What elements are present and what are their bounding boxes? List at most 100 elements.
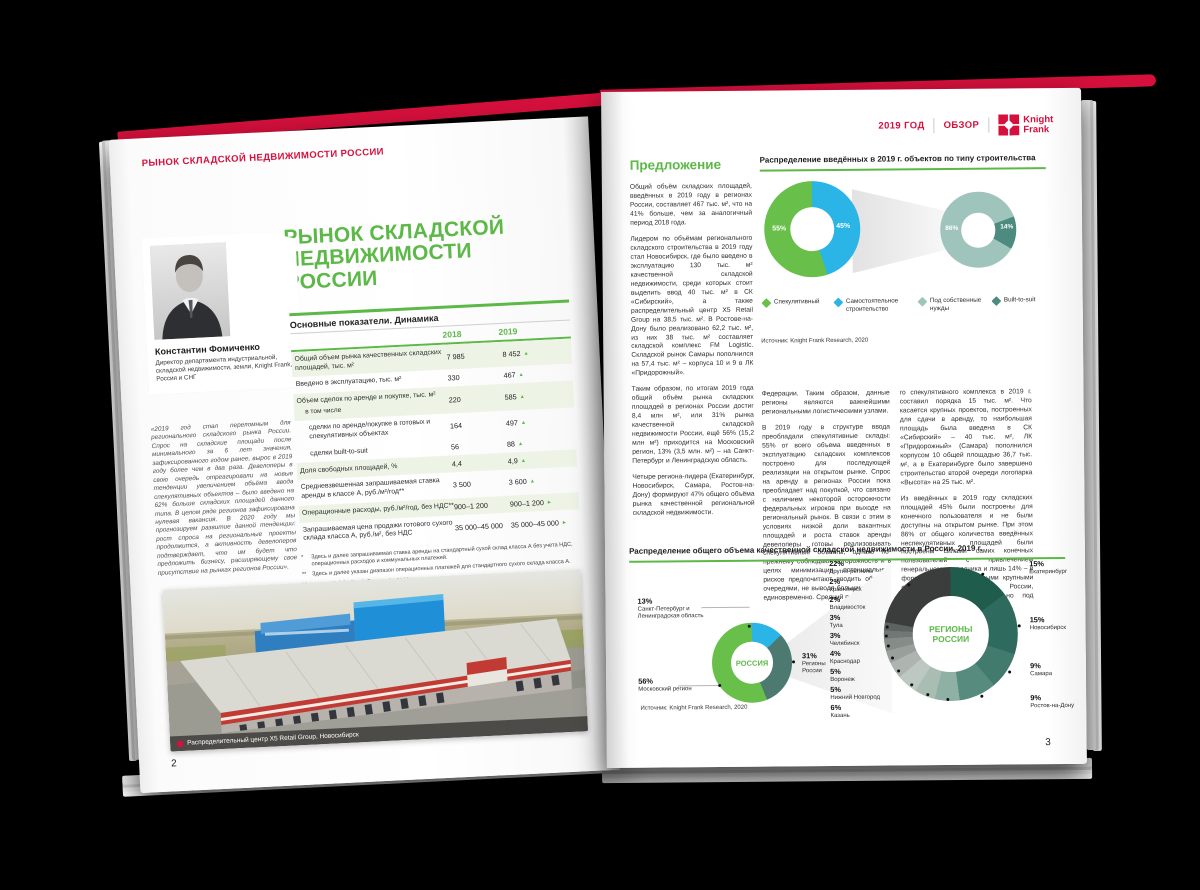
author-role: Директор департамента индустриальной, ск… (155, 353, 293, 384)
slice-label: 3% Тула (829, 612, 843, 629)
row-value-2019: 4,9 ▲ (507, 456, 527, 467)
row-value-2018: 3 500 (452, 480, 472, 490)
leader-line (678, 684, 721, 687)
trend-flat-icon: ► (561, 519, 568, 526)
warehouse-photo: Распределительный центр X5 Retail Group,… (162, 569, 589, 752)
leader-dot (907, 583, 911, 587)
legend-item: Built-to-suit (991, 296, 1050, 312)
donut-hole: РЕГИОНЫ РОССИИ (912, 596, 989, 672)
legend-diamond-icon (833, 297, 844, 308)
row-value-2019: 585 ▲ (504, 392, 525, 402)
row-value-2019: 900–1 200 ► (509, 497, 553, 509)
slice-label: 15% Новосибирск (1029, 615, 1067, 632)
col-2018: 2018 (442, 328, 462, 340)
knight-frank-logo-icon (998, 114, 1019, 135)
row-value-2018: 35 000–45 000 (454, 520, 504, 533)
donut-center-label: РОССИЯ (735, 658, 769, 668)
leader-dot (885, 625, 889, 629)
trend-up-icon: ▲ (519, 393, 525, 401)
chart-legend: Спекулятивный Самостоятельное строительс… (761, 296, 1050, 314)
row-label: Общий объем рынка качественных складских… (294, 348, 442, 372)
chart-regional-distribution: Распределение общего объема качественной… (628, 539, 1074, 720)
trend-up-icon: ▲ (523, 350, 529, 357)
right-page: 2019 ГОД ОБЗОР Knight Frank Предложение … (601, 87, 1087, 768)
knight-frank-logo-text: Knight Frank (1023, 113, 1054, 135)
header-divider (933, 118, 935, 134)
paragraph: го спекулятивного комплекса в 2019 г. со… (899, 388, 1033, 487)
leader-dot (980, 694, 984, 698)
slice-label: 13% Санкт-Петербург и Ленинградская обла… (637, 596, 704, 620)
slice-label: 22% Другие регионы (829, 558, 874, 575)
donut-center-label: РЕГИОНЫ РОССИИ (929, 623, 973, 645)
row-value-2019: 3 600 ▲ (508, 477, 536, 488)
x5-logo-icon (177, 740, 184, 747)
leader-line (701, 606, 750, 609)
row-value-2019: 35 000–45 000 ► (510, 518, 568, 530)
chart-source: Источник: Knight Frank Research, 2020 (761, 337, 869, 345)
donut-regions: РЕГИОНЫ РОССИИ (883, 566, 1019, 702)
slice-label: 5% Нижний Новгород (830, 684, 881, 701)
leader-dot (926, 693, 930, 697)
legend-item: Спекулятивный (761, 298, 826, 314)
text-column-1: Общий объём складских площадей, введённы… (630, 183, 755, 526)
leader-dot (946, 697, 950, 702)
knight-frank-logo: Knight Frank (998, 114, 1053, 135)
legend-diamond-icon (991, 296, 1002, 307)
donut-pct-label: 14% (1000, 223, 1014, 231)
slice-label: 2% Красноярск (829, 576, 862, 593)
leader-dot (718, 683, 722, 688)
trend-up-icon: ▲ (520, 458, 527, 465)
donut-hole (789, 207, 835, 252)
trend-flat-icon: ► (546, 499, 553, 506)
page-number-left: 2 (170, 758, 177, 770)
chart-construction-type: Распределение введённых в 2019 г. объект… (759, 150, 1050, 380)
slice-label: 9% Ростов-на-Дону (1030, 693, 1075, 710)
paragraph: Таким образом, по итогам 2019 года общий… (631, 385, 755, 465)
chart-title: Распределение введённых в 2019 г. объект… (759, 150, 1046, 173)
key-indicators-table: Основные показатели. Динамика 2018 2019 … (289, 299, 582, 588)
trend-up-icon: ▲ (520, 420, 527, 427)
slice-label: 9% Самара (1030, 661, 1053, 678)
row-label: Средневзвешенная запрашиваемая ставка ар… (300, 477, 440, 500)
trend-up-icon: ▲ (518, 372, 524, 379)
row-label: Объем сделок по аренде и покупке, тыс. м… (296, 391, 449, 417)
row-value-2019: 467 ▲ (503, 370, 524, 381)
leader-dot (890, 656, 895, 660)
donut-speculative: 55% 45% (763, 181, 861, 278)
leader-dot (792, 660, 796, 664)
slice-label: 3% Челябинск (829, 630, 860, 647)
row-value-2019: 8 452 ▲ (502, 349, 529, 359)
row-value-2018: 4,4 (451, 459, 463, 469)
row-value-2018: 220 (448, 395, 461, 405)
donut-own-needs: 86% 14% (939, 191, 1017, 269)
left-page-header: РЫНОК СКЛАДСКОЙ НЕДВИЖИМОСТИ РОССИИ (141, 146, 385, 170)
header-divider (988, 117, 990, 133)
donut-pct-label: 55% (772, 225, 787, 233)
col-2019: 2019 (498, 326, 518, 338)
page-number-right: 3 (1045, 737, 1051, 749)
donut-pct-label: 45% (836, 223, 851, 231)
section-title: Предложение (629, 156, 722, 173)
row-value-2018: 900–1 200 (453, 500, 489, 512)
chart-canvas: 55% 45% 86% 14% (760, 170, 1047, 304)
author-quote: «2019 год стал переломным для региональн… (150, 419, 298, 577)
right-page-header: 2019 ГОД ОБЗОР Knight Frank (878, 114, 1053, 137)
photo-caption: Распределительный центр X5 Retail Group,… (186, 731, 359, 747)
slice-label: 31% Регионы России (801, 651, 826, 675)
slice-label: 15% Екатеринбург (1029, 559, 1068, 576)
author-card: Константин Фомиченко Директор департамен… (141, 231, 302, 395)
paragraph: Федерации. Таким образом, данные регионы… (761, 389, 890, 416)
trend-up-icon: ▲ (529, 478, 536, 486)
leader-dot (1017, 624, 1021, 628)
trend-up-icon: ▲ (517, 441, 524, 448)
donut-hole: РОССИЯ (731, 641, 774, 684)
row-label: Запрашиваемая цена продажи готового сухо… (302, 519, 453, 543)
left-page: РЫНОК СКЛАДСКОЙ НЕДВИЖИМОСТИ РОССИИ РЫНО… (108, 116, 620, 794)
leader-dot (747, 624, 751, 628)
row-value-2018: 7 985 (446, 351, 465, 362)
row-value-2018: 164 (449, 421, 463, 431)
row-value-2019: 497 ▲ (505, 418, 527, 428)
leader-dot (910, 683, 914, 687)
chart-source: Источник: Knight Frank Research, 2020 (640, 704, 748, 712)
